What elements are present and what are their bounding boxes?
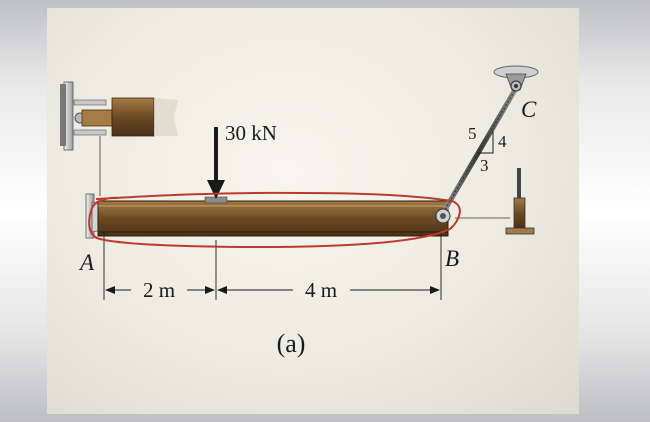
slope-hyp-label: 5: [468, 124, 477, 143]
slope-rise-label: 4: [498, 132, 507, 151]
point-b-label: B: [445, 246, 459, 271]
beam: [97, 196, 449, 237]
point-a-label: A: [78, 250, 95, 275]
slope-run-label: 3: [480, 156, 489, 175]
edge-view-detail: [455, 168, 535, 235]
dimension-right-label: 4 m: [305, 278, 337, 302]
dimension-lines: [103, 232, 442, 300]
load-label: 30 kN: [225, 121, 277, 145]
point-c-label: C: [521, 97, 537, 122]
figure-caption: (a): [277, 329, 306, 358]
slope-triangle: 5 4 3: [468, 124, 507, 175]
pin-b: [435, 208, 451, 224]
pin-detail-view: [60, 81, 178, 196]
dimension-left-label: 2 m: [143, 278, 175, 302]
anchor-c: [493, 65, 539, 92]
cable-bc: [440, 87, 518, 216]
load-arrow: [207, 127, 225, 199]
highlight-annotation: [88, 191, 461, 249]
